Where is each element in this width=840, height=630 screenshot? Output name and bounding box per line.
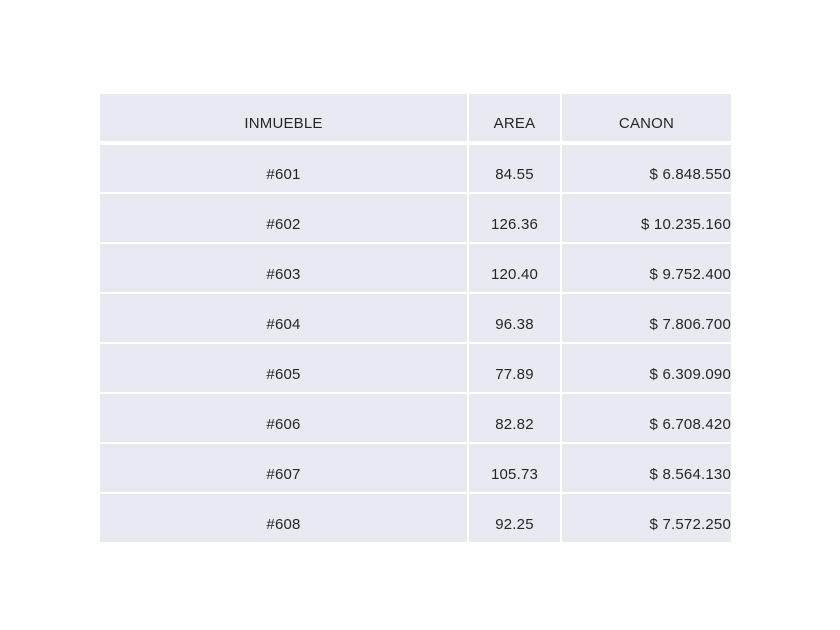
cell-inmueble: #608	[98, 492, 469, 544]
cell-canon: $ 6.708.420	[560, 392, 733, 444]
cell-canon: $ 7.806.700	[560, 292, 733, 344]
table-row: #604 96.38 $ 7.806.700	[98, 292, 733, 344]
cell-canon: $ 9.752.400	[560, 242, 733, 294]
header-row: INMUEBLE AREA CANON	[98, 92, 733, 145]
cell-area: 120.40	[467, 242, 562, 294]
table-row: #603 120.40 $ 9.752.400	[98, 242, 733, 294]
cell-area: 126.36	[467, 192, 562, 244]
table-row: #602 126.36 $ 10.235.160	[98, 192, 733, 244]
cell-area: 92.25	[467, 492, 562, 544]
cell-inmueble: #603	[98, 242, 469, 294]
cell-inmueble: #602	[98, 192, 469, 244]
cell-area: 84.55	[467, 142, 562, 194]
cell-canon: $ 10.235.160	[560, 192, 733, 244]
table-row: #605 77.89 $ 6.309.090	[98, 342, 733, 394]
cell-inmueble: #604	[98, 292, 469, 344]
cell-inmueble: #601	[98, 142, 469, 194]
column-header-area: AREA	[467, 92, 562, 145]
table-row: #606 82.82 $ 6.708.420	[98, 392, 733, 444]
cell-area: 77.89	[467, 342, 562, 394]
cell-inmueble: #606	[98, 392, 469, 444]
cell-canon: $ 8.564.130	[560, 442, 733, 494]
property-rent-table: INMUEBLE AREA CANON #601 84.55 $ 6.848.5…	[98, 92, 733, 544]
cell-canon: $ 7.572.250	[560, 492, 733, 544]
cell-inmueble: #607	[98, 442, 469, 494]
column-header-canon: CANON	[560, 92, 733, 145]
cell-area: 105.73	[467, 442, 562, 494]
table-row: #608 92.25 $ 7.572.250	[98, 492, 733, 544]
column-header-inmueble: INMUEBLE	[98, 92, 469, 145]
cell-canon: $ 6.848.550	[560, 142, 733, 194]
table-row: #607 105.73 $ 8.564.130	[98, 442, 733, 494]
cell-canon: $ 6.309.090	[560, 342, 733, 394]
table-row: #601 84.55 $ 6.848.550	[98, 142, 733, 194]
cell-inmueble: #605	[98, 342, 469, 394]
table-body: #601 84.55 $ 6.848.550 #602 126.36 $ 10.…	[98, 142, 733, 544]
cell-area: 82.82	[467, 392, 562, 444]
table-header: INMUEBLE AREA CANON	[98, 92, 733, 145]
cell-area: 96.38	[467, 292, 562, 344]
